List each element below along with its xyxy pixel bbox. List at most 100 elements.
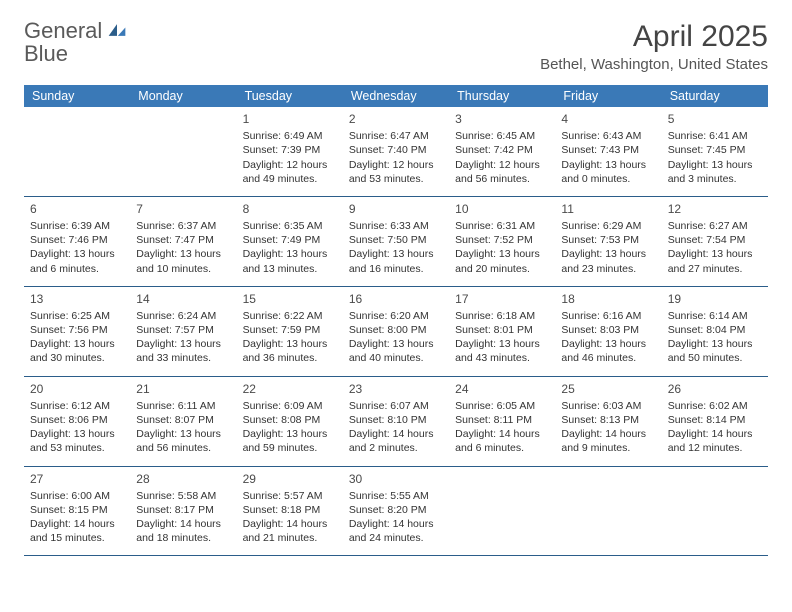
sunrise-text: Sunrise: 6:16 AM (561, 309, 655, 323)
daylight-text: Daylight: 13 hours (455, 337, 549, 351)
day-number: 8 (243, 201, 337, 217)
logo-word-b: Blue (24, 41, 68, 66)
day-number: 12 (668, 201, 762, 217)
day-cell: 5Sunrise: 6:41 AMSunset: 7:45 PMDaylight… (662, 107, 768, 196)
sunrise-text: Sunrise: 6:45 AM (455, 129, 549, 143)
sunset-text: Sunset: 7:54 PM (668, 233, 762, 247)
sunrise-text: Sunrise: 6:09 AM (243, 399, 337, 413)
daylight-text: Daylight: 13 hours (136, 247, 230, 261)
day-number: 26 (668, 381, 762, 397)
sunset-text: Sunset: 7:40 PM (349, 143, 443, 157)
day-label: Monday (130, 85, 236, 107)
day-cell: 13 Sunrise: 6:25 AMSunset: 7:56 PMDayligh… (24, 287, 130, 376)
day-label: Friday (555, 85, 661, 107)
day-number: 19 (668, 291, 762, 307)
empty-cell (662, 467, 768, 556)
daylight-text: and 18 minutes. (136, 531, 230, 545)
day-cell: 16Sunrise: 6:20 AMSunset: 8:00 PMDayligh… (343, 287, 449, 376)
daylight-text: Daylight: 14 hours (668, 427, 762, 441)
daylight-text: and 2 minutes. (349, 441, 443, 455)
daylight-text: and 6 minutes. (455, 441, 549, 455)
daylight-text: Daylight: 13 hours (243, 427, 337, 441)
day-label: Saturday (662, 85, 768, 107)
day-cell: 3Sunrise: 6:45 AMSunset: 7:42 PMDaylight… (449, 107, 555, 196)
logo-word-a: General (24, 18, 102, 43)
daylight-text: and 16 minutes. (349, 262, 443, 276)
location-subtitle: Bethel, Washington, United States (540, 56, 768, 73)
page-title: April 2025 (540, 20, 768, 54)
sunset-text: Sunset: 8:17 PM (136, 503, 230, 517)
sunrise-text: Sunrise: 6:18 AM (455, 309, 549, 323)
sunset-text: Sunset: 7:53 PM (561, 233, 655, 247)
daylight-text: Daylight: 13 hours (668, 337, 762, 351)
day-cell: 30Sunrise: 5:55 AMSunset: 8:20 PMDayligh… (343, 467, 449, 556)
daylight-text: and 13 minutes. (243, 262, 337, 276)
daylight-text: Daylight: 14 hours (349, 427, 443, 441)
sunrise-text: Sunrise: 6:03 AM (561, 399, 655, 413)
sunset-text: Sunset: 8:08 PM (243, 413, 337, 427)
day-cell: 21Sunrise: 6:11 AMSunset: 8:07 PMDayligh… (130, 377, 236, 466)
sunrise-text: Sunrise: 5:58 AM (136, 489, 230, 503)
day-number: 17 (455, 291, 549, 307)
day-cell: 14Sunrise: 6:24 AMSunset: 7:57 PMDayligh… (130, 287, 236, 376)
sunset-text: Sunset: 7:56 PM (30, 323, 124, 337)
day-number: 1 (243, 111, 337, 127)
daylight-text: Daylight: 12 hours (349, 158, 443, 172)
sunset-text: Sunset: 7:59 PM (243, 323, 337, 337)
day-number: 9 (349, 201, 443, 217)
daylight-text: and 12 minutes. (668, 441, 762, 455)
day-number: 24 (455, 381, 549, 397)
calendar-body: 1Sunrise: 6:49 AMSunset: 7:39 PMDaylight… (24, 107, 768, 556)
week-row: 6Sunrise: 6:39 AMSunset: 7:46 PMDaylight… (24, 197, 768, 287)
daylight-text: Daylight: 13 hours (136, 337, 230, 351)
day-cell: 12Sunrise: 6:27 AMSunset: 7:54 PMDayligh… (662, 197, 768, 286)
logo-text: General Blue (24, 20, 127, 66)
daylight-text: and 53 minutes. (30, 441, 124, 455)
day-number: 10 (455, 201, 549, 217)
day-number: 29 (243, 471, 337, 487)
daylight-text: Daylight: 13 hours (668, 247, 762, 261)
sunrise-text: Sunrise: 6:31 AM (455, 219, 549, 233)
sunset-text: Sunset: 8:13 PM (561, 413, 655, 427)
day-number: 15 (243, 291, 337, 307)
sunrise-text: Sunrise: 6:05 AM (455, 399, 549, 413)
day-cell: 25Sunrise: 6:03 AMSunset: 8:13 PMDayligh… (555, 377, 661, 466)
day-number: 21 (136, 381, 230, 397)
sunrise-text: Sunrise: 6:11 AM (136, 399, 230, 413)
sunset-text: Sunset: 8:14 PM (668, 413, 762, 427)
empty-cell (555, 467, 661, 556)
day-number: 13 (30, 291, 124, 307)
sunset-text: Sunset: 8:01 PM (455, 323, 549, 337)
daylight-text: and 43 minutes. (455, 351, 549, 365)
sunrise-text: Sunrise: 6:25 AM (30, 309, 124, 323)
sunrise-text: Sunrise: 6:02 AM (668, 399, 762, 413)
day-number: 4 (561, 111, 655, 127)
daylight-text: Daylight: 13 hours (30, 337, 124, 351)
day-cell: 26 Sunrise: 6:02 AMSunset: 8:14 PMDayligh… (662, 377, 768, 466)
day-cell: 11Sunrise: 6:29 AMSunset: 7:53 PMDayligh… (555, 197, 661, 286)
day-number: 27 (30, 471, 124, 487)
sunset-text: Sunset: 7:57 PM (136, 323, 230, 337)
sunset-text: Sunset: 8:10 PM (349, 413, 443, 427)
sunset-text: Sunset: 8:20 PM (349, 503, 443, 517)
daylight-text: and 53 minutes. (349, 172, 443, 186)
sunset-text: Sunset: 7:47 PM (136, 233, 230, 247)
day-cell: 6Sunrise: 6:39 AMSunset: 7:46 PMDaylight… (24, 197, 130, 286)
daylight-text: Daylight: 14 hours (30, 517, 124, 531)
daylight-text: Daylight: 12 hours (243, 158, 337, 172)
day-cell: 24Sunrise: 6:05 AMSunset: 8:11 PMDayligh… (449, 377, 555, 466)
day-label: Tuesday (237, 85, 343, 107)
sunset-text: Sunset: 7:49 PM (243, 233, 337, 247)
day-cell: 7Sunrise: 6:37 AMSunset: 7:47 PMDaylight… (130, 197, 236, 286)
daylight-text: and 27 minutes. (668, 262, 762, 276)
sunrise-text: Sunrise: 6:12 AM (30, 399, 124, 413)
day-cell: 28Sunrise: 5:58 AMSunset: 8:17 PMDayligh… (130, 467, 236, 556)
sunset-text: Sunset: 8:07 PM (136, 413, 230, 427)
sunrise-text: Sunrise: 6:00 AM (30, 489, 124, 503)
day-cell: 10Sunrise: 6:31 AMSunset: 7:52 PMDayligh… (449, 197, 555, 286)
daylight-text: and 10 minutes. (136, 262, 230, 276)
day-cell: 1Sunrise: 6:49 AMSunset: 7:39 PMDaylight… (237, 107, 343, 196)
day-cell: 8Sunrise: 6:35 AMSunset: 7:49 PMDaylight… (237, 197, 343, 286)
daylight-text: and 15 minutes. (30, 531, 124, 545)
daylight-text: and 24 minutes. (349, 531, 443, 545)
